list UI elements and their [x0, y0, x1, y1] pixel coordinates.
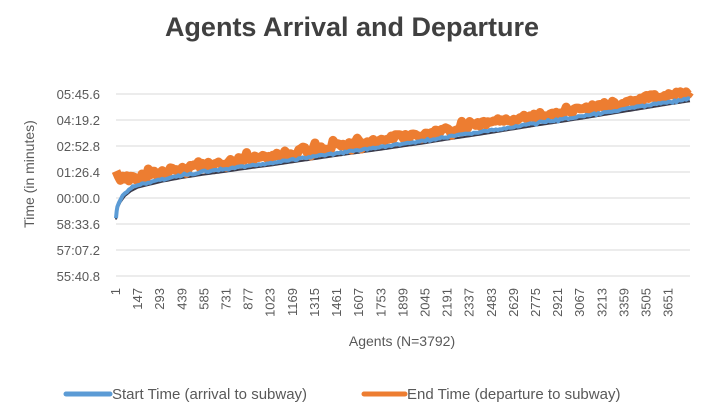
x-tick-label: 731 — [219, 288, 234, 310]
x-tick-label: 1753 — [373, 288, 388, 317]
x-tick-label: 3067 — [572, 288, 587, 317]
legend: Start Time (arrival to subway) End Time … — [63, 386, 620, 403]
x-tick-label: 2775 — [528, 288, 543, 317]
y-tick-label: 01:26.4 — [57, 165, 100, 180]
legend-label-end: End Time (departure to subway) — [407, 386, 620, 403]
x-tick-label: 439 — [174, 288, 189, 310]
x-tick-label: 3651 — [661, 288, 676, 317]
x-tick-label: 2045 — [417, 288, 432, 317]
x-tick-label: 2629 — [506, 288, 521, 317]
series-line-end — [111, 87, 694, 186]
series-lines — [111, 87, 694, 220]
x-tick-label: 2921 — [550, 288, 565, 317]
x-tick-label: 1315 — [307, 288, 322, 317]
x-tick-label: 2191 — [440, 288, 455, 317]
y-tick-label: 04:19.2 — [57, 113, 100, 128]
x-tick-label: 1899 — [395, 288, 410, 317]
x-tick-label: 3505 — [639, 288, 654, 317]
y-tick-label: 58:33.6 — [57, 217, 100, 232]
y-tick-label: 55:40.8 — [57, 269, 100, 284]
x-axis-title: Agents (N=3792) — [349, 333, 455, 349]
y-tick-label: 57:07.2 — [57, 243, 100, 258]
series-line-start-shadow — [115, 100, 691, 220]
y-tick-label: 00:00.0 — [57, 191, 100, 206]
y-axis-ticks: 55:40.8 57:07.2 58:33.6 00:00.0 01:26.4 02:52… — [57, 87, 100, 284]
y-axis-title: Time (in minutes) — [21, 120, 37, 228]
x-tick-label: 585 — [196, 288, 211, 310]
chart-title: Agents Arrival and Departure — [165, 12, 539, 42]
x-tick-label: 293 — [152, 288, 167, 310]
x-tick-label: 2337 — [462, 288, 477, 317]
series-line-start — [114, 96, 691, 219]
x-tick-label: 1461 — [329, 288, 344, 317]
x-tick-label: 3213 — [594, 288, 609, 317]
x-tick-label: 1 — [108, 288, 123, 295]
x-axis-ticks: 1 147 293 439 585 731 877 1023 1169 1315 1461 1607 1… — [108, 288, 676, 317]
gridlines — [116, 93, 690, 277]
x-tick-label: 147 — [130, 288, 145, 310]
x-tick-label: 877 — [241, 288, 256, 310]
x-tick-label: 2483 — [484, 288, 499, 317]
x-tick-label: 1607 — [351, 288, 366, 317]
x-tick-label: 1023 — [263, 288, 278, 317]
y-tick-label: 05:45.6 — [57, 87, 100, 102]
x-tick-label: 1169 — [285, 288, 300, 316]
x-tick-label: 3359 — [616, 288, 631, 317]
y-tick-label: 02:52.8 — [57, 139, 100, 154]
legend-label-start: Start Time (arrival to subway) — [112, 386, 307, 403]
